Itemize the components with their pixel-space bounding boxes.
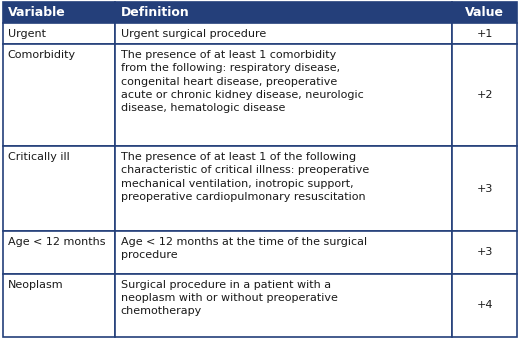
Bar [452,2,517,23]
Bar [452,44,517,146]
Text: The presence of at least 1 of the following
characteristic of critical illness: : The presence of at least 1 of the follow… [121,152,369,202]
Text: Age < 12 months: Age < 12 months [8,237,105,247]
Text: Definition: Definition [121,6,189,19]
Bar [3,274,115,337]
Bar [115,231,452,274]
Bar [452,274,517,337]
Bar [115,2,452,23]
Bar [115,274,452,337]
Text: Surgical procedure in a patient with a
neoplasm with or without preoperative
che: Surgical procedure in a patient with a n… [121,280,337,316]
Text: +3: +3 [477,184,493,194]
Bar [452,23,517,44]
Bar [452,146,517,231]
Text: The presence of at least 1 comorbidity
from the following: respiratory disease,
: The presence of at least 1 comorbidity f… [121,50,363,113]
Text: +2: +2 [477,90,493,100]
Bar [115,23,452,44]
Text: +1: +1 [477,28,493,39]
Bar [3,146,115,231]
Bar [3,2,115,23]
Text: Critically ill: Critically ill [8,152,70,162]
Text: +3: +3 [477,247,493,257]
Text: +4: +4 [477,300,493,311]
Bar [115,44,452,146]
Text: Urgent surgical procedure: Urgent surgical procedure [121,29,266,39]
Text: Variable: Variable [8,6,66,19]
Text: Age < 12 months at the time of the surgical
procedure: Age < 12 months at the time of the surgi… [121,237,367,260]
Text: Urgent: Urgent [8,29,46,39]
Bar [115,146,452,231]
Bar [3,44,115,146]
Bar [3,231,115,274]
Bar [452,231,517,274]
Text: Value: Value [465,6,504,19]
Text: Neoplasm: Neoplasm [8,280,63,290]
Text: Comorbidity: Comorbidity [8,50,76,60]
Bar [3,23,115,44]
